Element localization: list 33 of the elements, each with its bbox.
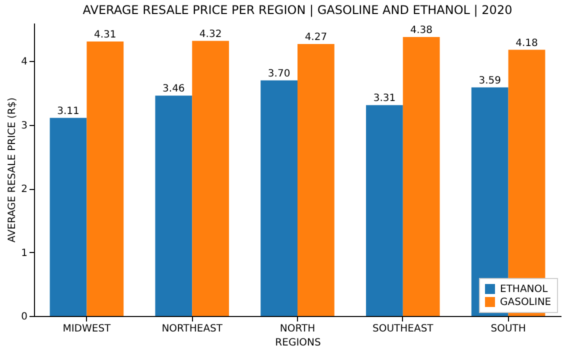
chart-title: AVERAGE RESALE PRICE PER REGION | GASOLINE AND ETHANOL | 2020 [82,3,512,17]
bar [86,41,124,316]
x-tick-label: SOUTH [490,324,526,334]
bar [298,44,334,316]
data-label: 4.32 [199,28,222,40]
data-label: 4.18 [516,38,538,49]
y-tick-label: 1 [21,248,28,259]
data-label: 4.38 [410,25,432,36]
x-axis-title: REGIONS [275,338,321,348]
bar [50,118,87,316]
legend-label: GASOLINE [500,297,552,308]
bar [192,40,229,316]
x-tick-label: MIDWEST [62,324,112,334]
bar [402,37,440,316]
y-tick-label: 2 [21,184,28,196]
y-axis-title: AVERAGE RESALE PRICE (R$) [7,97,18,243]
y-tick-label: 4 [21,56,28,68]
bar [155,96,192,316]
data-label: 4.31 [94,29,116,40]
x-tick-label: NORTHEAST [162,324,224,334]
x-tick-label: SOUTHEAST [372,324,434,334]
x-tick-label: NORTH [280,324,316,334]
data-label: 3.46 [162,84,185,95]
data-label: 3.70 [268,68,290,80]
bar [366,105,403,316]
data-label: 3.11 [57,106,80,117]
legend-label: ETHANOL [500,284,548,295]
data-label: 3.59 [478,75,501,86]
data-label: 4.27 [304,32,328,44]
bar [260,80,298,316]
y-tick-label: 0 [21,312,28,322]
y-tick-label: 3 [21,120,28,132]
data-label: 3.31 [373,93,396,104]
